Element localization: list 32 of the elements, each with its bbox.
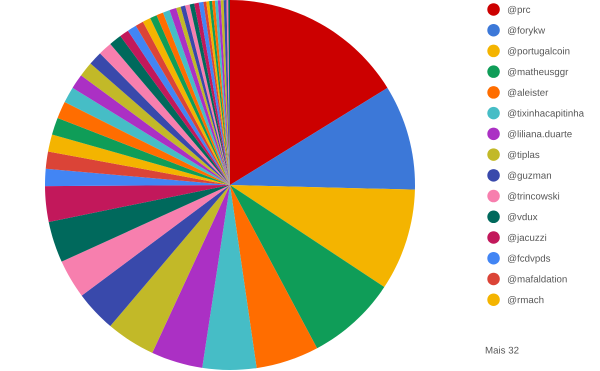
pie-slice <box>58 102 230 185</box>
legend-label: @matheusggr <box>508 68 568 78</box>
pie-slice <box>110 185 230 353</box>
legend-label: @tixinhacapitinha <box>508 109 584 119</box>
pie-slice <box>45 168 230 186</box>
pie-slice <box>46 151 230 185</box>
legend-label: @mafaldation <box>508 275 567 284</box>
pie-slice <box>230 0 388 185</box>
pie-slice <box>62 185 230 296</box>
pie-slice <box>45 185 230 222</box>
pie-slice <box>52 118 230 185</box>
legend-label: @fcdvpds <box>508 254 550 264</box>
legend-label: @tiplas <box>508 150 540 160</box>
legend-label: @portugalcoin <box>508 47 570 56</box>
legend-label: @aleister <box>508 88 548 98</box>
legend-label: @prc <box>508 6 530 15</box>
pie-slice <box>48 134 230 185</box>
pie-slice <box>48 185 230 262</box>
pie-slice <box>230 185 415 288</box>
pie-slice <box>230 185 318 368</box>
pie-slice <box>230 88 415 190</box>
legend-label: @liliana.duarte <box>508 130 572 139</box>
legend-label: @guzman <box>508 172 551 181</box>
legend-label: @forykw <box>508 26 546 36</box>
pie-slice <box>64 88 230 185</box>
legend-label: @jacuzzi <box>508 234 546 243</box>
legend-label: @vdux <box>508 213 538 222</box>
legend-label: @rmach <box>508 296 544 304</box>
text: Mais 32 <box>486 346 519 354</box>
pie-slice <box>202 185 257 370</box>
legend-label: @trincowski <box>508 192 560 201</box>
pie-slice <box>230 185 384 348</box>
